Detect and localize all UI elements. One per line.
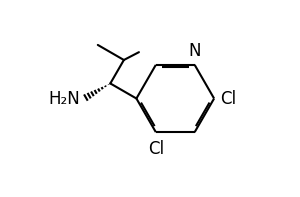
Text: Cl: Cl — [148, 140, 164, 158]
Text: Cl: Cl — [220, 89, 236, 108]
Text: H₂N: H₂N — [49, 89, 80, 108]
Text: N: N — [188, 42, 201, 60]
